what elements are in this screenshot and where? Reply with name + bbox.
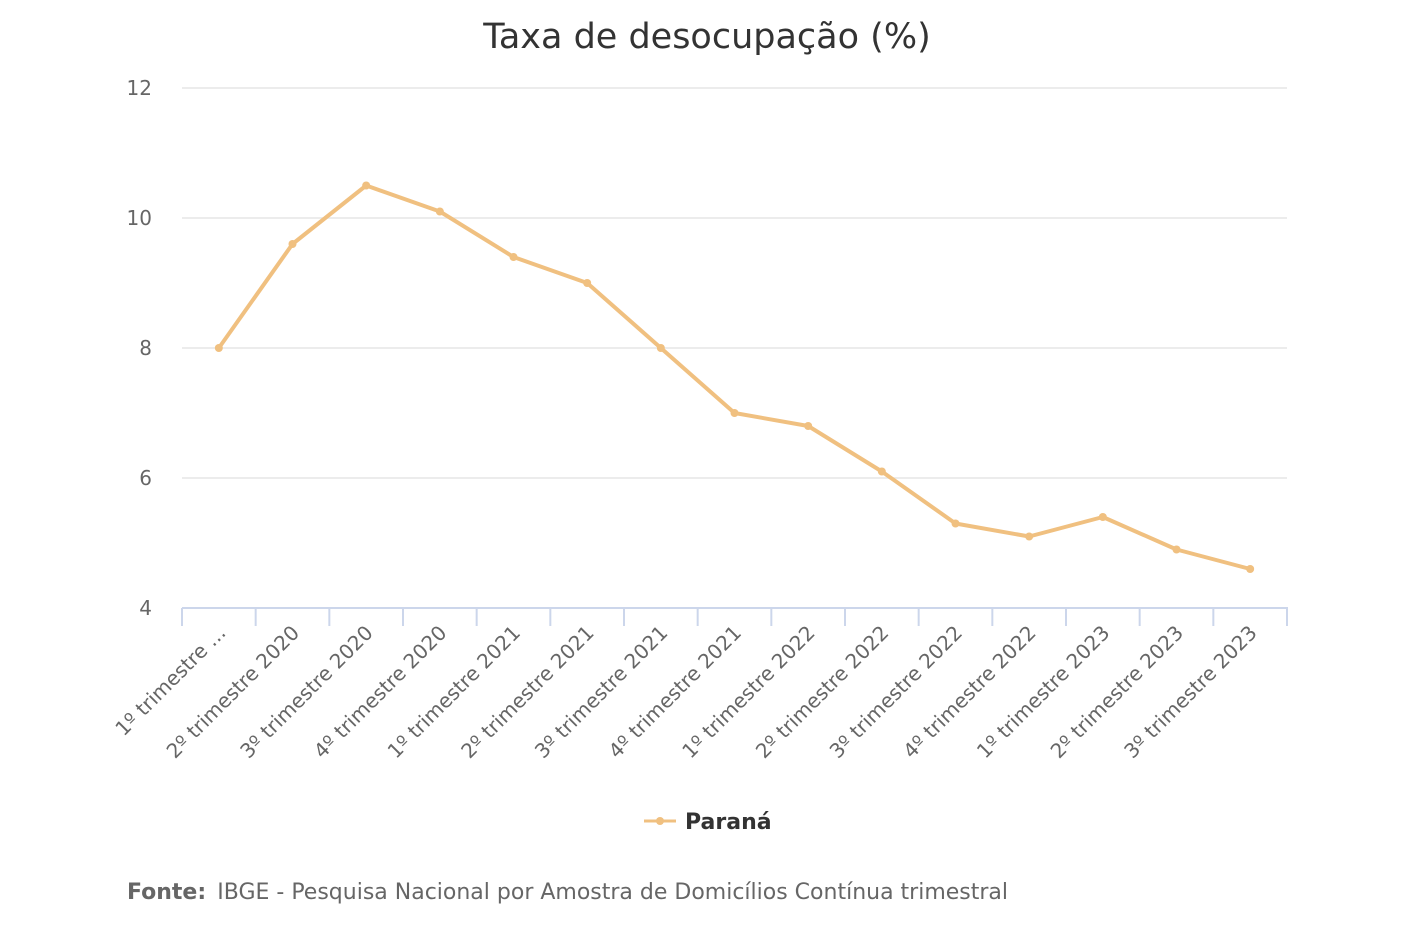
x-tick-label: 3º trimestre 2023 <box>1119 621 1262 764</box>
chart-title: Taxa de desocupação (%) <box>482 17 930 57</box>
data-point[interactable] <box>362 181 371 190</box>
y-tick-label: 8 <box>139 336 152 360</box>
legend-marker-icon <box>656 817 664 825</box>
data-point[interactable] <box>730 409 739 417</box>
data-point[interactable] <box>1025 532 1034 541</box>
gridlines <box>182 87 1287 479</box>
legend[interactable]: Paraná <box>644 810 772 835</box>
x-tick-label: 4º trimestre 2022 <box>898 621 1041 764</box>
source-text: IBGE - Pesquisa Nacional por Amostra de … <box>217 880 1008 905</box>
x-tick-label: 2º trimestre 2022 <box>751 621 894 764</box>
series-line[interactable] <box>216 183 1253 571</box>
legend-item-parana[interactable]: Paraná <box>685 810 772 835</box>
data-point[interactable] <box>583 279 592 287</box>
data-point[interactable] <box>509 253 518 261</box>
data-point[interactable] <box>804 422 813 430</box>
data-point[interactable] <box>288 240 297 248</box>
data-point[interactable] <box>656 344 665 352</box>
source-label: Fonte: <box>127 880 206 905</box>
x-tick-label: 1º trimestre 2022 <box>677 621 820 764</box>
data-point[interactable] <box>1098 513 1107 521</box>
x-tick-label: 1º trimestre 2023 <box>972 621 1115 764</box>
x-tick-label: 3º trimestre 2020 <box>235 621 378 764</box>
data-point[interactable] <box>214 344 223 352</box>
y-tick-label: 10 <box>127 206 152 230</box>
data-point[interactable] <box>951 519 960 528</box>
x-tick-label: 1º trimestre 2021 <box>383 621 526 764</box>
y-tick-label: 6 <box>139 466 152 490</box>
x-tick-label: 4º trimestre 2021 <box>604 621 747 764</box>
x-tick-label: 4º trimestre 2020 <box>309 621 452 764</box>
source-note: Fonte: IBGE - Pesquisa Nacional por Amos… <box>127 880 1008 905</box>
x-tick-label: 2º trimestre 2021 <box>456 621 599 764</box>
series-parana[interactable] <box>214 181 1255 574</box>
x-tick-label: 2º trimestre 2023 <box>1046 621 1189 764</box>
x-tick-label: 3º trimestre 2021 <box>530 621 673 764</box>
data-point[interactable] <box>435 207 444 216</box>
y-tick-label: 4 <box>139 596 152 620</box>
y-axis: 4 6 8 10 12 <box>127 76 152 620</box>
y-tick-label: 12 <box>127 76 152 100</box>
data-point[interactable] <box>1246 565 1255 573</box>
x-tick-label: 3º trimestre 2022 <box>825 621 968 764</box>
x-tick-label: 2º trimestre 2020 <box>162 621 305 764</box>
data-point[interactable] <box>1172 545 1181 554</box>
data-point[interactable] <box>877 467 886 476</box>
